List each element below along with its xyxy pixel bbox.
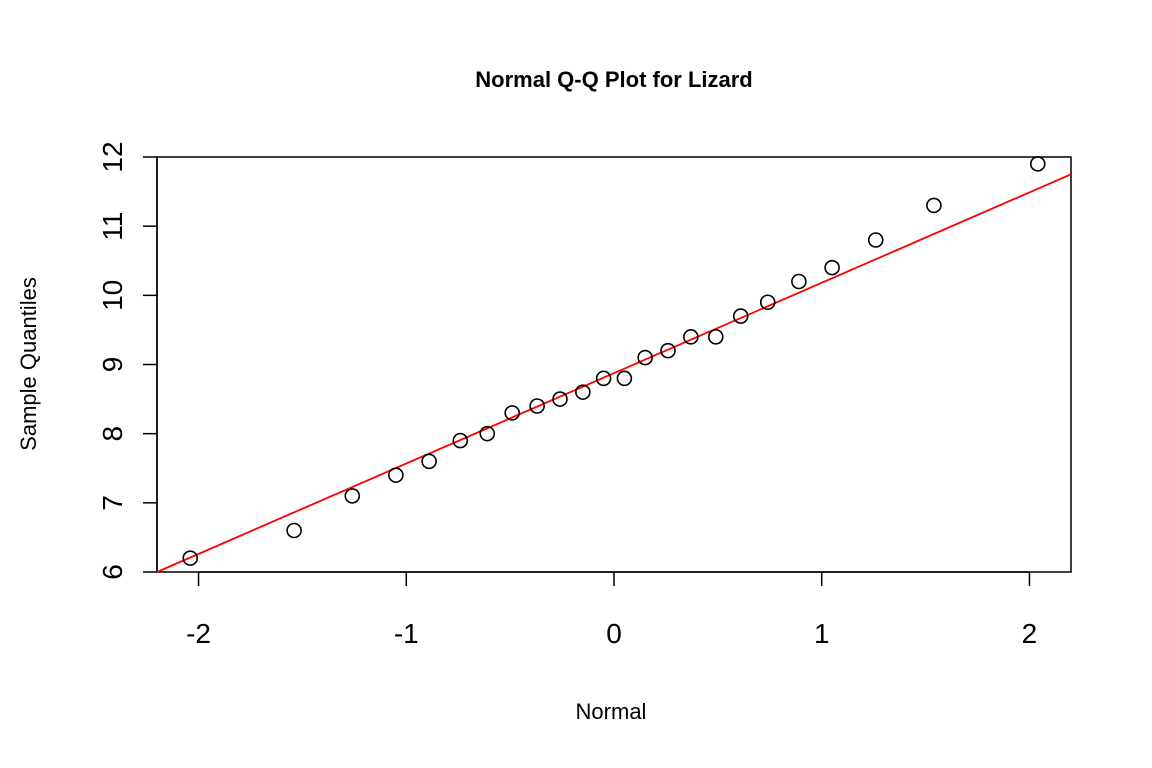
- y-tick-label: 6: [97, 564, 128, 580]
- data-point: [791, 273, 807, 290]
- data-point: [1029, 156, 1046, 172]
- x-tick-label: 2: [1022, 618, 1038, 649]
- data-point: [344, 488, 361, 504]
- x-tick-label: -2: [186, 618, 211, 649]
- data-point: [595, 370, 612, 387]
- data-point: [707, 329, 724, 345]
- points-layer: [182, 156, 1046, 566]
- y-axis-title: Sample Quantiles: [16, 277, 41, 451]
- data-point: [182, 550, 199, 566]
- x-axis: -2 -1 0 1 2: [186, 571, 1038, 649]
- data-point: [660, 342, 676, 359]
- data-point: [637, 349, 653, 366]
- x-tick-label: 0: [606, 618, 622, 649]
- y-tick-label: 11: [97, 212, 128, 241]
- data-point: [286, 522, 302, 539]
- data-point: [479, 425, 496, 442]
- chart-title: Normal Q-Q Plot for Lizard: [475, 67, 752, 92]
- data-point: [926, 197, 942, 214]
- data-point: [616, 370, 633, 387]
- y-tick-label: 12: [97, 141, 128, 172]
- data-point: [388, 467, 404, 483]
- data-point: [421, 453, 437, 470]
- data-point: [824, 259, 840, 276]
- x-axis-title: Normal: [576, 699, 647, 724]
- data-point: [552, 391, 568, 407]
- y-tick-label: 9: [97, 357, 128, 373]
- x-tick-label: -1: [394, 618, 419, 649]
- data-point: [452, 432, 469, 449]
- data-point: [529, 398, 545, 414]
- data-point: [575, 384, 591, 400]
- data-point: [504, 405, 521, 421]
- y-tick-label: 8: [97, 426, 128, 442]
- data-point: [732, 308, 749, 324]
- data-point: [683, 329, 699, 345]
- reference-line: [156, 173, 1072, 573]
- y-tick-label: 10: [97, 280, 128, 311]
- data-point: [759, 294, 776, 311]
- y-tick-label: 7: [97, 495, 128, 511]
- reference-line-layer: [156, 173, 1072, 573]
- data-point: [867, 232, 884, 248]
- plot-frame: [156, 156, 1072, 573]
- x-tick-label: 1: [814, 618, 830, 649]
- y-axis: 6 7 8 9 10 11 12: [97, 141, 158, 580]
